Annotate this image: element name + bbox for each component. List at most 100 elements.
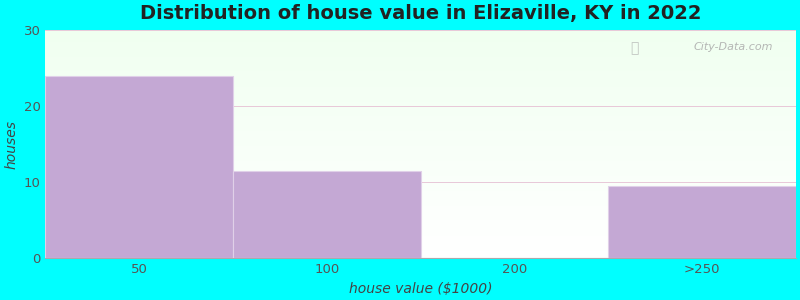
Bar [46,80,796,81]
Bar [46,36,796,37]
Bar [46,209,796,210]
Bar [46,48,796,49]
Bar [46,254,796,255]
Bar [46,214,796,215]
Bar [46,95,796,96]
Bar [46,219,796,220]
Bar [46,255,796,256]
Bar [46,49,796,50]
Bar [46,96,796,97]
Bar [46,184,796,185]
Bar [46,236,796,237]
Bar [46,198,796,199]
Bar [46,70,796,71]
Bar [46,228,796,229]
Bar [46,233,796,234]
Bar [46,257,796,258]
Bar [46,31,796,32]
Bar [46,250,796,251]
Bar [46,82,796,83]
Bar [46,131,796,132]
Bar [46,159,796,160]
Bar [46,102,796,103]
Bar [46,189,796,190]
Bar [46,208,796,209]
Bar [46,56,796,57]
Y-axis label: houses: houses [4,120,18,169]
Bar [46,224,796,225]
Bar [46,92,796,93]
Bar [46,201,796,202]
Bar [46,139,796,140]
Bar [46,162,796,163]
Bar [46,54,796,55]
Bar [46,240,796,241]
Bar [46,155,796,156]
Bar [46,176,796,177]
Bar [46,204,796,205]
Bar [46,103,796,104]
Bar [46,246,796,247]
Bar [46,91,796,92]
Bar [46,207,796,208]
Bar [46,194,796,195]
Bar [46,146,796,147]
Bar [46,47,796,48]
Bar [46,94,796,95]
Bar [46,84,796,85]
Bar [46,136,796,137]
Bar [46,71,796,72]
Bar [46,141,796,142]
Bar [46,234,796,235]
Bar [46,123,796,124]
Bar [46,108,796,109]
Bar [46,248,796,249]
Bar [46,154,796,155]
Bar [46,128,796,129]
Bar [46,99,796,100]
Bar [46,196,796,197]
Bar [46,122,796,123]
X-axis label: house value ($1000): house value ($1000) [349,282,492,296]
Bar [46,167,796,168]
Bar [46,237,796,238]
Bar [46,75,796,76]
Bar [46,119,796,120]
Bar [46,216,796,217]
Bar [46,107,796,108]
Bar [46,45,796,46]
Bar [46,63,796,64]
Bar [46,68,796,69]
Bar [46,187,796,188]
Bar [46,147,796,148]
Bar [46,165,796,166]
Bar [46,135,796,136]
Bar [46,149,796,150]
Text: City-Data.com: City-Data.com [694,42,774,52]
Bar [46,205,796,206]
Bar [46,170,796,171]
Bar [46,225,796,226]
Bar [46,90,796,91]
Bar [46,129,796,130]
Bar [46,177,796,178]
Bar [46,229,796,230]
Bar [46,57,796,58]
Bar [46,32,796,33]
Bar [46,226,796,227]
Bar [46,69,796,70]
Bar [46,193,796,194]
Bar [46,30,796,31]
Bar [46,38,796,39]
Bar [46,126,796,127]
Bar [46,151,796,152]
Bar [46,51,796,52]
Bar [46,199,796,200]
Bar [46,46,796,47]
Bar [46,33,796,34]
Bar [46,44,796,45]
Bar [46,171,796,172]
Bar [46,35,796,36]
Bar [46,179,796,180]
Bar [46,210,796,211]
